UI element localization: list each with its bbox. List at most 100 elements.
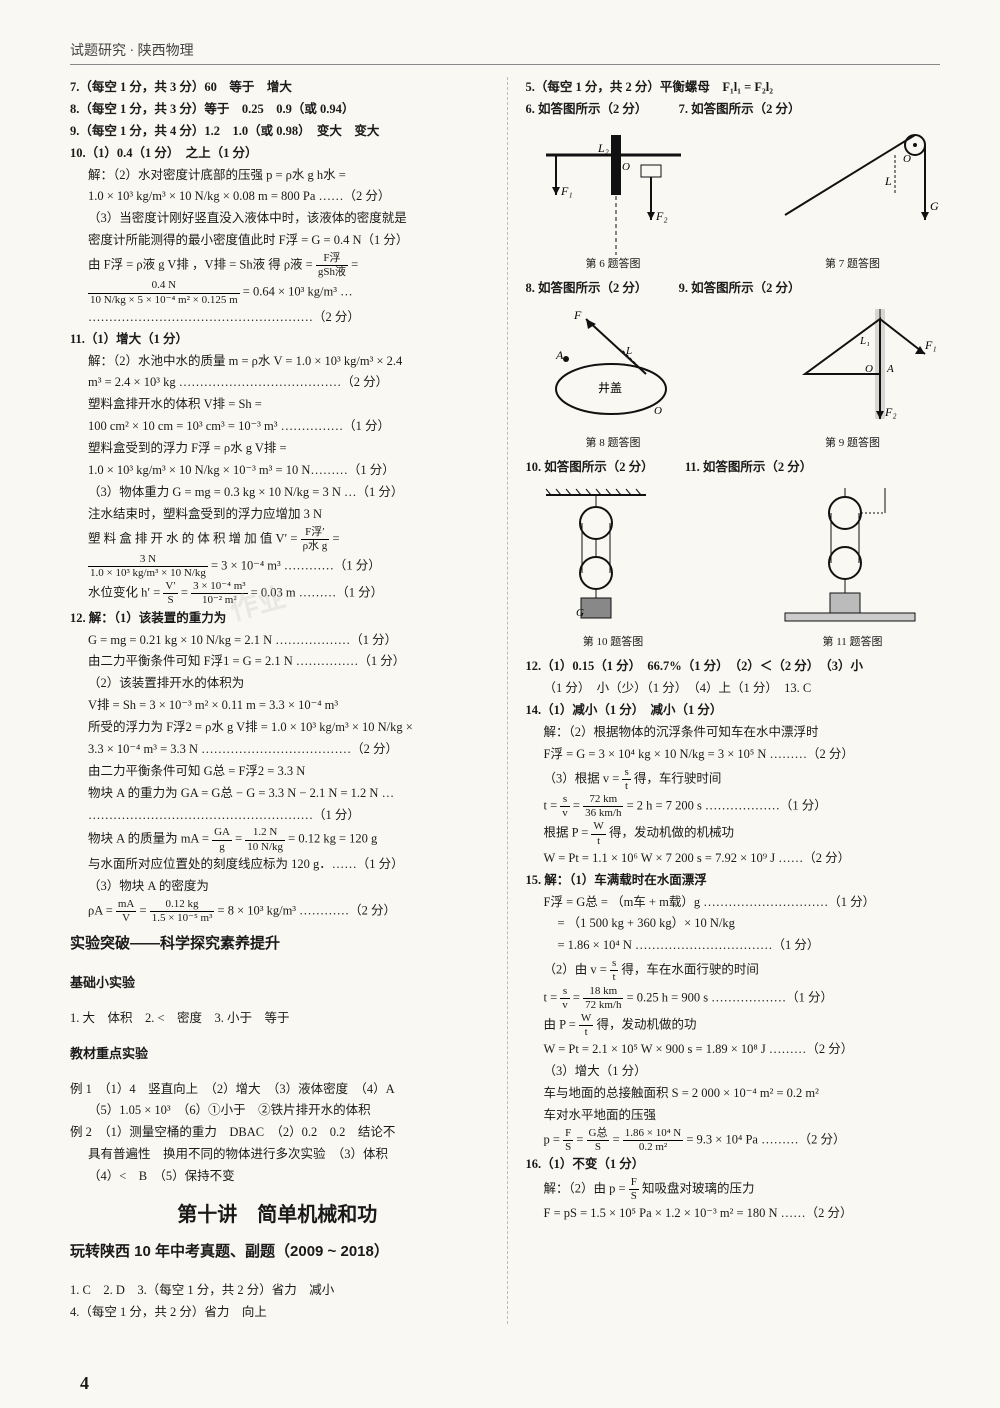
r14b: 解：（2）根据物体的沉浮条件可知车在水中漂浮时 <box>526 722 941 744</box>
fig-row-3: G 第 10 题答图 <box>526 483 941 652</box>
ex1a: 例 1 （1）4 竖直向上 （2）增大 （3）液体密度 （4）A <box>70 1079 485 1101</box>
play-1: 1. C 2. D 3.（每空 1 分，共 2 分）省力 减小 <box>70 1280 485 1302</box>
r15a: 15. 解：（1）车满载时在水面漂浮 <box>526 870 941 892</box>
key-title: 教材重点实验 <box>70 1043 485 1066</box>
q12-f1: 所受的浮力为 F浮2 = ρ水 g V排 = 1.0 × 10³ kg/m³ ×… <box>70 717 485 739</box>
caption: 第 7 题答图 <box>765 255 940 274</box>
r15l: p = FS = G总S = 1.86 × 10⁴ N0.2 m² = 9.3 … <box>526 1127 941 1154</box>
q11-a: 11.（1）增大（1 分） <box>70 329 485 351</box>
svg-text:O: O <box>865 363 873 375</box>
text: 得，发动机做的功 <box>596 1017 696 1031</box>
text: 知吸盘对玻璃的压力 <box>642 1182 755 1196</box>
svg-text:O: O <box>903 153 911 165</box>
q11-c2: 100 cm² × 10 cm = 10³ cm³ = 10⁻³ m³ …………… <box>70 416 485 438</box>
r12b: （1 分） 小（少）（1 分） （4）上（1 分） 13. C <box>526 678 941 700</box>
fraction: V′S <box>163 580 177 607</box>
page-number: 4 <box>80 1373 89 1394</box>
text: t = <box>544 799 561 813</box>
text: = <box>181 586 191 600</box>
ex2b: 具有普遍性 换用不同的物体进行多次实验 （3）体积 <box>70 1144 485 1166</box>
text: 塑 料 盒 排 开 水 的 体 积 增 加 值 V′ = <box>88 531 301 545</box>
q12-f2: 3.3 × 10⁻⁴ m³ = 3.3 N ………………………………（2 分） <box>70 739 485 761</box>
text: 得，车行驶时间 <box>634 771 722 785</box>
fig-9: F₁ F₂ L₁ O A 第 9 题答图 <box>765 304 940 453</box>
fraction: F浮gSh液 <box>316 252 348 279</box>
fraction: F浮′ρ水 g <box>301 526 330 553</box>
r16a: 16.（1）不变（1 分） <box>526 1154 941 1176</box>
svg-text:F: F <box>573 308 582 322</box>
fraction: FS <box>563 1127 573 1154</box>
text: 由 P = <box>544 1017 579 1031</box>
text: 物块 A 的质量为 mA = <box>88 832 212 846</box>
ex2c: （4）< B （5）保持不变 <box>70 1166 485 1188</box>
r14e: t = sv = 72 km36 km/h = 2 h = 7 200 s ……… <box>526 793 941 820</box>
svg-text:O: O <box>622 161 630 173</box>
q10-d: 由 F浮 = ρ液 g V排 ，V排 = Sh液 得 ρ液 = F浮gSh液 = <box>70 252 485 279</box>
r14f: 根据 P = Wt 得，发动机做的机械功 <box>526 820 941 847</box>
q10-b1: 解：（2）水对密度计底部的压强 p = ρ水 g h水 = <box>70 165 485 187</box>
base-title: 基础小实验 <box>70 972 485 995</box>
running-header: 试题研究 · 陕西物理 <box>70 40 940 65</box>
r15i: （3）增大（1 分） <box>526 1061 941 1083</box>
page: 试题研究 · 陕西物理 7.（每空 1 分，共 3 分）60 等于 增大 8.（… <box>0 0 1000 1408</box>
ex2a: 例 2 （1）测量空桶的重力 DBAC （2）0.2 0.2 结论不 <box>70 1122 485 1144</box>
svg-text:G: G <box>576 607 584 619</box>
q10-d2: 0.4 N10 N/kg × 5 × 10⁻⁴ m² × 0.125 m = 0… <box>70 279 485 306</box>
r15h: W = Pt = 2.1 × 10⁵ W × 900 s = 1.89 × 10… <box>526 1039 941 1061</box>
r8: 8. 如答图所示（2 分） 9. 如答图所示（2 分） <box>526 278 941 300</box>
q11-g: 塑 料 盒 排 开 水 的 体 积 增 加 值 V′ = F浮′ρ水 g = <box>70 526 485 553</box>
fig-row-2: 井盖 F L A O 第 8 题答图 <box>526 304 941 453</box>
fraction: Wt <box>591 820 605 847</box>
text: 解：（2）由 p = <box>544 1182 629 1196</box>
svg-text:A: A <box>886 363 894 375</box>
q12-j: 与水面所对应位置处的刻度线应标为 120 g．……（1 分） <box>70 854 485 876</box>
fraction: st <box>622 766 630 793</box>
svg-text:井盖: 井盖 <box>598 381 622 395</box>
r15e: （2）由 v = st 得，车在水面行驶的时间 <box>526 957 941 984</box>
q12-l: ρA = mAV = 0.12 kg1.5 × 10⁻⁵ m³ = 8 × 10… <box>70 898 485 925</box>
caption: 第 8 题答图 <box>526 434 701 453</box>
fraction: FS <box>629 1176 639 1203</box>
q12-d: （2）该装置排开水的体积为 <box>70 673 485 695</box>
q12-c: 由二力平衡条件可知 F浮1 = G = 2.1 N ……………（1 分） <box>70 651 485 673</box>
pulley-system-2-icon <box>765 483 940 633</box>
q11-b2: m³ = 2.4 × 10³ kg …………………………………（2 分） <box>70 372 485 394</box>
base-1: 1. 大 体积 2. < 密度 3. 小于 等于 <box>70 1008 485 1030</box>
q10-score: ………………………………………………（2 分） <box>70 307 485 329</box>
play-title: 玩转陕西 10 年中考真题、副题（2009 ~ 2018） <box>70 1239 485 1265</box>
fraction: 1.2 N10 N/kg <box>245 826 285 853</box>
text: p = <box>544 1132 564 1146</box>
q7: 7.（每空 1 分，共 3 分）60 等于 增大 <box>70 77 485 99</box>
pulley-system-icon: G <box>526 483 701 633</box>
q12-a: 12. 解：（1）该装置的重力为 <box>70 608 485 630</box>
r15g: 由 P = Wt 得，发动机做的功 <box>526 1012 941 1039</box>
text: = 0.25 h = 900 s ………………（1 分） <box>627 990 833 1004</box>
q10-b2: 1.0 × 10³ kg/m³ × 10 N/kg × 0.08 m = 800… <box>70 186 485 208</box>
q12-e: V排 = Sh = 3 × 10⁻³ m² × 0.11 m = 3.3 × 1… <box>70 695 485 717</box>
text: t = <box>544 990 561 1004</box>
fig-10: G 第 10 题答图 <box>526 483 701 652</box>
text: = 0.12 kg = 120 g <box>288 832 377 846</box>
fig-11: 第 11 题答图 <box>765 483 940 652</box>
svg-text:A: A <box>555 348 564 362</box>
q10-c2: 密度计所能测得的最小密度值此时 F浮 = G = 0.4 N（1 分） <box>70 230 485 252</box>
text: = 9.3 × 10⁴ Pa ………（2 分） <box>686 1132 845 1146</box>
r15b: F浮 = G总 = （m车 + m载）g …………………………（1 分） <box>526 892 941 914</box>
fig-7: G L O 第 7 题答图 <box>765 125 940 274</box>
q11-c1: 塑料盒排开水的体积 V排 = Sh = <box>70 394 485 416</box>
left-column: 7.（每空 1 分，共 3 分）60 等于 增大 8.（每空 1 分，共 3 分… <box>70 77 485 1324</box>
svg-text:L: L <box>625 345 632 357</box>
text: = 8 × 10³ kg/m³ …………（2 分） <box>218 903 397 917</box>
caption: 第 11 题答图 <box>765 633 940 652</box>
r10: 10. 如答图所示（2 分） 11. 如答图所示（2 分） <box>526 457 941 479</box>
fraction: 3 × 10⁻⁴ m³10⁻² m² <box>191 580 247 607</box>
svg-text:F₁: F₁ <box>924 338 937 352</box>
caption: 第 6 题答图 <box>526 255 701 274</box>
text: 水位变化 h′ = <box>88 586 163 600</box>
manhole-lever-icon: 井盖 F L A O <box>526 304 701 434</box>
fraction: 0.4 N10 N/kg × 5 × 10⁻⁴ m² × 0.125 m <box>88 279 240 306</box>
svg-text:F₁: F₁ <box>560 184 573 198</box>
r16b: 解：（2）由 p = FS 知吸盘对玻璃的压力 <box>526 1176 941 1203</box>
fig-6: L₂ F₁ F₂ O 第 6 题答图 <box>526 125 701 274</box>
fig-8: 井盖 F L A O 第 8 题答图 <box>526 304 701 453</box>
